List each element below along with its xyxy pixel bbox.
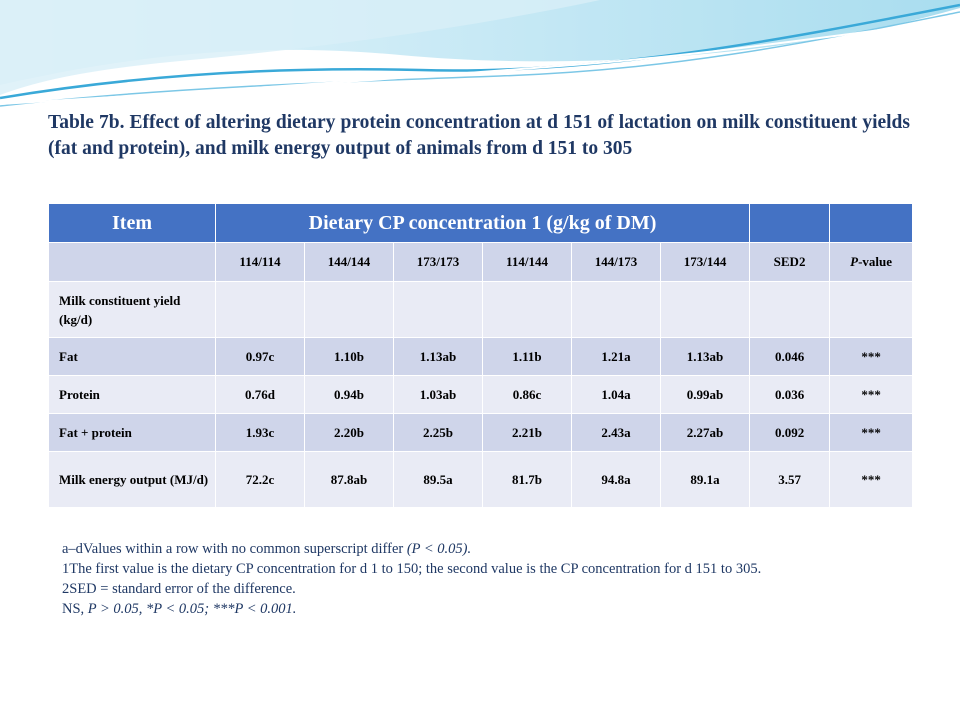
column-header-row: 114/114 144/144 173/173 114/144 144/173 … <box>48 242 914 282</box>
cell <box>304 281 394 338</box>
cell: 2.25b <box>393 413 483 452</box>
col-header: 173/144 <box>659 242 751 282</box>
col-header: 173/173 <box>393 242 483 282</box>
cell <box>749 281 831 338</box>
cell: 0.94b <box>304 375 394 414</box>
empty-header-cell <box>749 203 831 243</box>
footnote-letters: a–dValues within a row with no common su… <box>62 539 908 559</box>
empty-header-cell <box>829 203 914 243</box>
cell: 1.13ab <box>659 337 751 376</box>
cell: *** <box>829 451 914 508</box>
footnote-italic: P > 0.05, *P < 0.05; ***P < 0.001. <box>87 601 297 617</box>
footnote-text: a–dValues within a row with no common su… <box>62 541 407 557</box>
cell: 1.11b <box>482 337 572 376</box>
cell <box>571 281 661 338</box>
cell: 94.8a <box>571 451 661 508</box>
cell: 87.8ab <box>304 451 394 508</box>
empty-subheader-cell <box>48 242 216 282</box>
col-header: 144/144 <box>304 242 394 282</box>
col-header: 144/173 <box>571 242 661 282</box>
footnote-cp: 1The first value is the dietary CP conce… <box>62 561 762 577</box>
table-row: Fat + protein 1.93c 2.20b 2.25b 2.21b 2.… <box>48 413 914 452</box>
group-header: Dietary CP concentration 1 (g/kg of DM) <box>214 203 751 243</box>
cell: 1.10b <box>304 337 394 376</box>
cell: 1.03ab <box>393 375 483 414</box>
cell: 0.86c <box>482 375 572 414</box>
cell: 1.93c <box>215 413 305 452</box>
col-header: SED2 <box>749 242 831 282</box>
row-label: Protein <box>48 375 216 414</box>
cell: 0.036 <box>749 375 831 414</box>
col-header: 114/114 <box>215 242 305 282</box>
pvalue-p: P <box>850 254 859 269</box>
row-label: Fat <box>48 337 216 376</box>
row-label: Milk energy output (MJ/d) <box>48 451 216 508</box>
cell: 72.2c <box>215 451 305 508</box>
cell: *** <box>829 337 914 376</box>
header-row: Item Dietary CP concentration 1 (g/kg of… <box>48 203 914 243</box>
cell: 1.13ab <box>393 337 483 376</box>
cell: 89.5a <box>393 451 483 508</box>
cell <box>829 281 914 338</box>
results-table: Item Dietary CP concentration 1 (g/kg of… <box>48 203 914 508</box>
wave-decoration <box>0 0 960 107</box>
cell <box>215 281 305 338</box>
cell: 2.20b <box>304 413 394 452</box>
cell: 0.046 <box>749 337 831 376</box>
cell: 1.21a <box>571 337 661 376</box>
cell: 1.04a <box>571 375 661 414</box>
cell: 89.1a <box>659 451 751 508</box>
cell: 81.7b <box>482 451 572 508</box>
footnote-italic: (P < 0.05). <box>406 541 472 557</box>
table-row: Fat 0.97c 1.10b 1.13ab 1.11b 1.21a 1.13a… <box>48 337 914 376</box>
row-label: Milk constituent yield (kg/d) <box>48 281 216 338</box>
col-header: 114/144 <box>482 242 572 282</box>
cell: 0.97c <box>215 337 305 376</box>
pvalue-rest: -value <box>858 254 893 269</box>
table-footnotes: a–dValues within a row with no common su… <box>62 539 908 619</box>
cell: 3.57 <box>749 451 831 508</box>
cell: 2.27ab <box>659 413 751 452</box>
pvalue-header: P-value <box>829 242 914 282</box>
footnote-text: NS, <box>62 601 88 617</box>
cell: 0.76d <box>215 375 305 414</box>
cell <box>393 281 483 338</box>
cell: 2.43a <box>571 413 661 452</box>
footnote-sed: 2SED = standard error of the difference. <box>62 581 296 597</box>
cell: *** <box>829 375 914 414</box>
table-row: Protein 0.76d 0.94b 1.03ab 0.86c 1.04a 0… <box>48 375 914 414</box>
table-row: Milk energy output (MJ/d) 72.2c 87.8ab 8… <box>48 451 914 508</box>
table-title: Table 7b. Effect of altering dietary pro… <box>48 112 910 159</box>
cell: 0.092 <box>749 413 831 452</box>
cell: 0.99ab <box>659 375 751 414</box>
footnote-significance: NS, P > 0.05, *P < 0.05; ***P < 0.001. <box>62 599 908 619</box>
cell: *** <box>829 413 914 452</box>
item-header: Item <box>48 203 216 243</box>
table-row: Milk constituent yield (kg/d) <box>48 281 914 338</box>
cell <box>482 281 572 338</box>
row-label: Fat + protein <box>48 413 216 452</box>
cell <box>659 281 751 338</box>
cell: 2.21b <box>482 413 572 452</box>
